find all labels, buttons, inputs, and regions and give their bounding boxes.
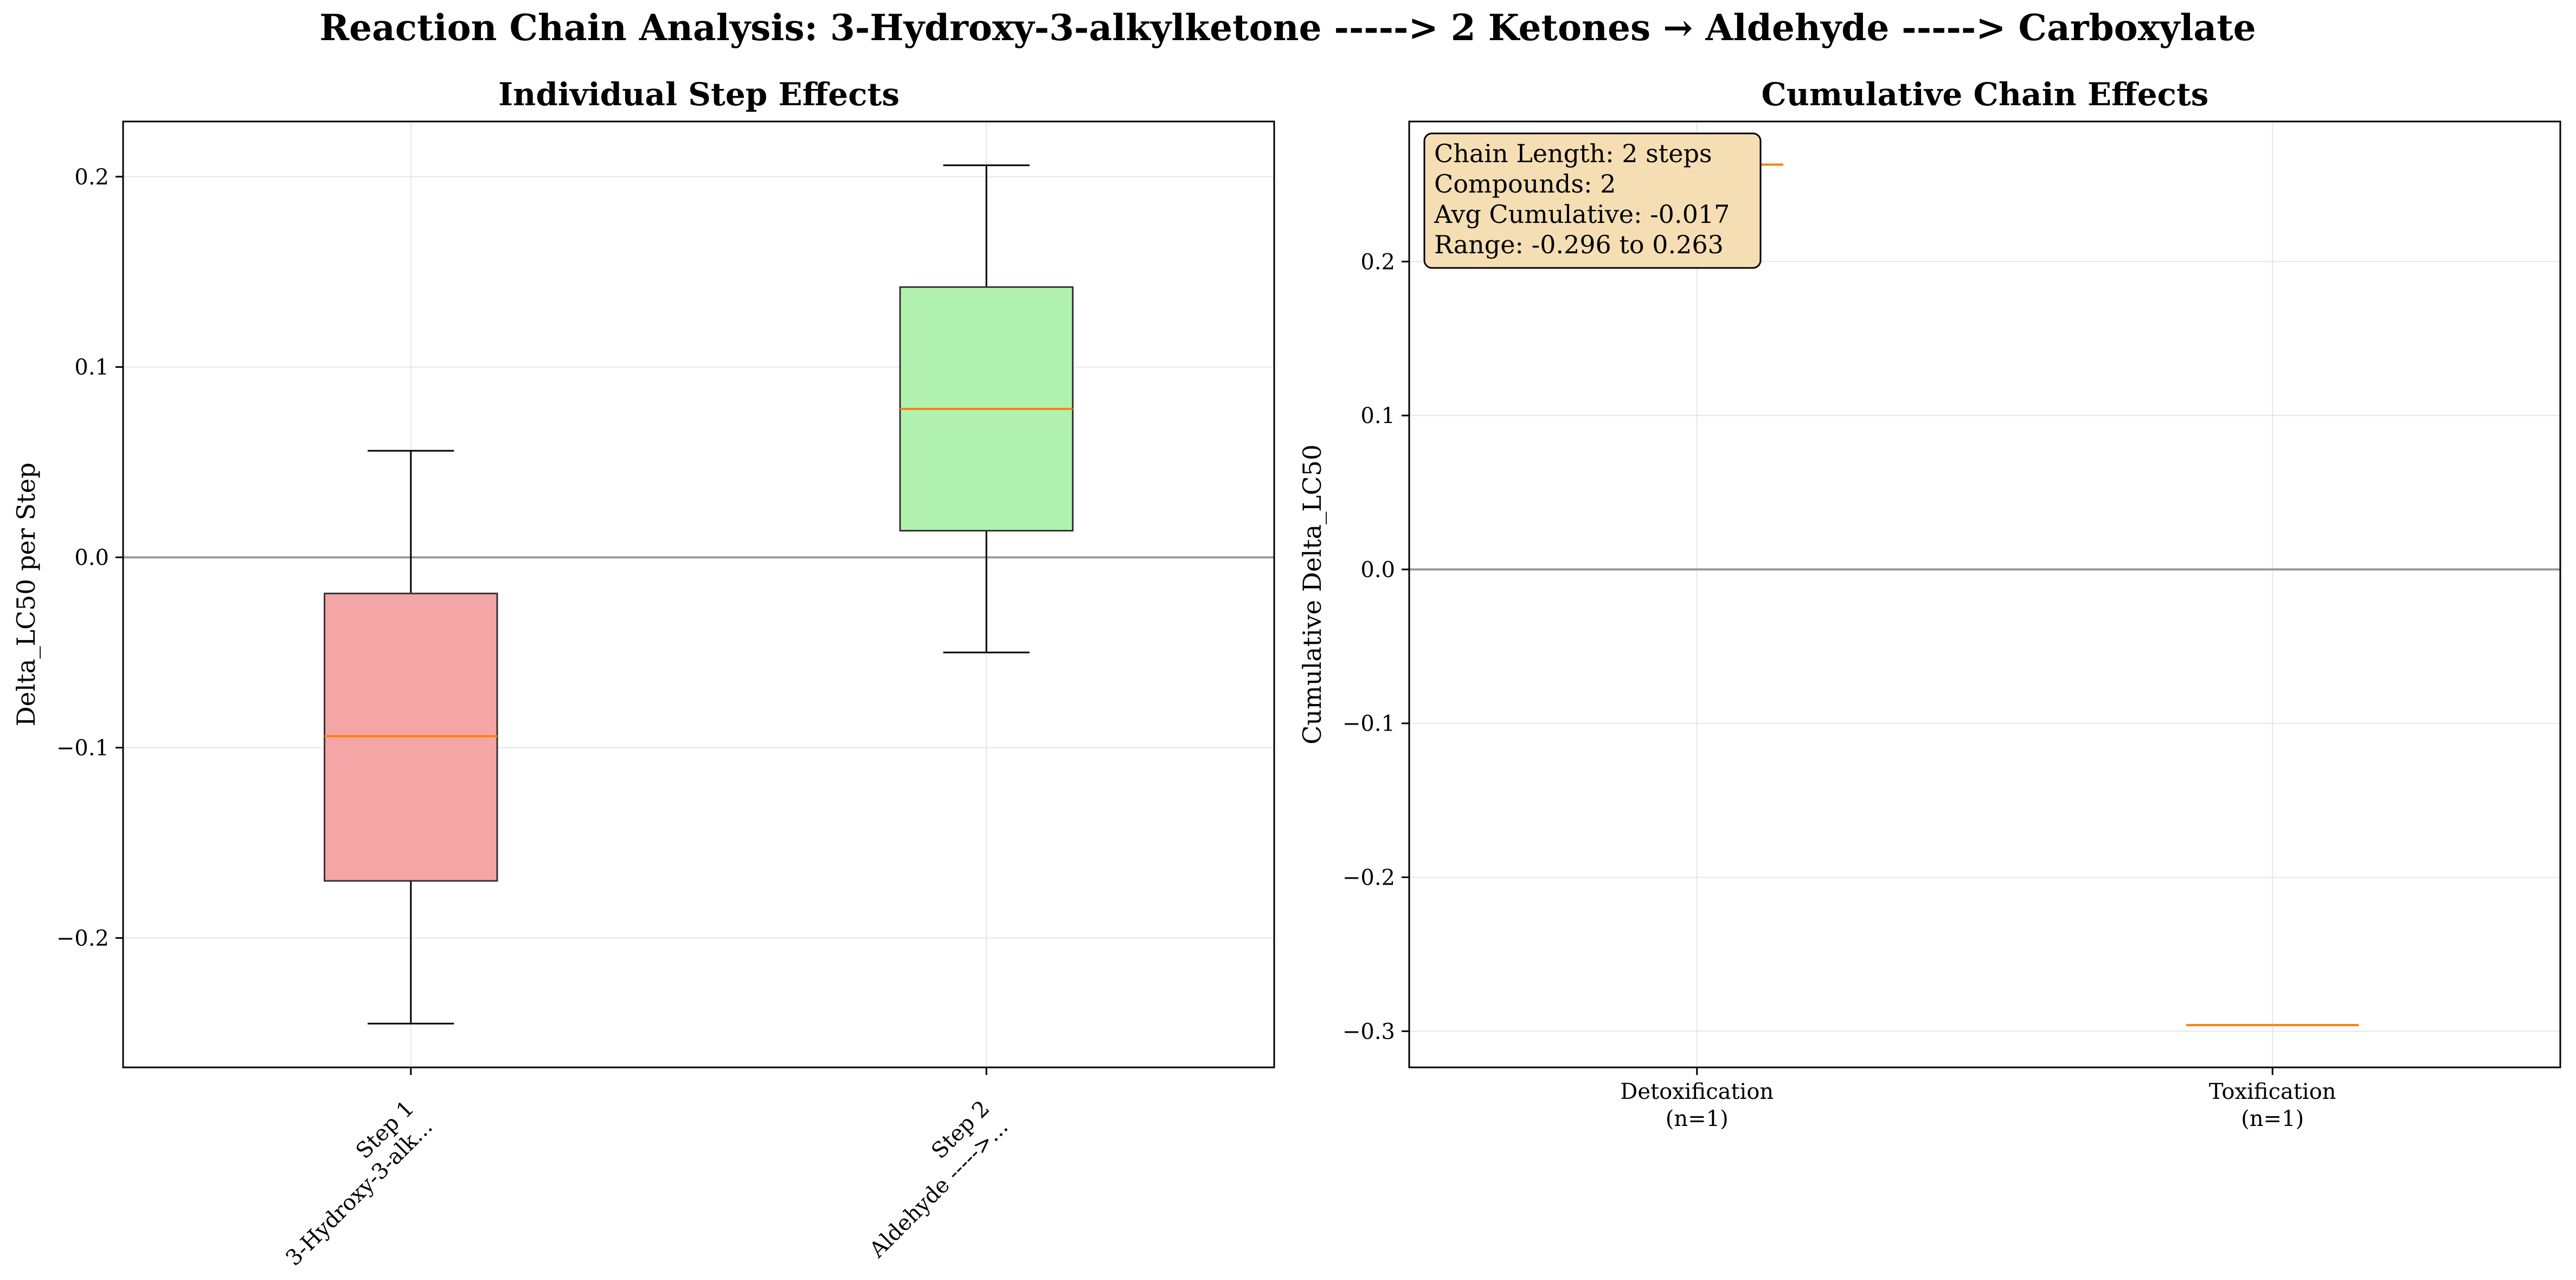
y-tick-label: 0.0 [1360, 558, 1395, 583]
panel-2-title: Cumulative Chain Effects [1762, 76, 2209, 113]
figure-title: Reaction Chain Analysis: 3-Hydroxy-3-alk… [319, 7, 2256, 49]
panel-cumulative-chain: Cumulative Chain Effects −0.3 −0.2 −0.1 0.0… [1297, 76, 2561, 1131]
panel-1-y-ticks: −0.2 −0.1 0.0 0.1 0.2 [56, 165, 123, 951]
stats-line-compounds: Compounds: 2 [1434, 169, 1616, 199]
x-tick-label: (n=1) [1666, 1106, 1729, 1131]
panel-2-frame [1408, 120, 2561, 1068]
y-tick-label: −0.2 [1342, 865, 1395, 890]
y-tick-label: 0.1 [74, 355, 109, 380]
panel-1-x-ticks: Step 13-Hydroxy-3-alk... Step 2Aldehyde -… [262, 1067, 1013, 1271]
panel-individual-steps: Individual Step Effects −0.2 −0.1 0.0 0.1 0.… [11, 76, 1275, 1271]
x-tick-label: Detoxification [1620, 1079, 1774, 1104]
stats-line-avg-cumulative: Avg Cumulative: -0.017 [1434, 200, 1730, 229]
y-tick-label: −0.2 [56, 926, 109, 951]
y-tick-label: 0.2 [1360, 249, 1395, 274]
stats-annotation-background [1423, 132, 1762, 269]
panel-2-y-ticks: −0.3 −0.2 −0.1 0.0 0.1 0.2 [1342, 249, 1409, 1044]
panel-1-grid [123, 121, 1274, 1067]
stats-line-range: Range: -0.296 to 0.263 [1434, 230, 1724, 259]
panel-2-marks [1409, 163, 2560, 1026]
x-tick-label: Step 13-Hydroxy-3-alk... [262, 1096, 437, 1271]
panel-1-ylabel: Delta_LC50 per Step [11, 463, 41, 727]
x-tick-label: Toxification [2209, 1079, 2336, 1104]
y-tick-label: −0.1 [56, 735, 109, 760]
x-tick-label: Step 2Aldehyde ----->... [846, 1096, 1013, 1263]
stats-line-chain-length: Chain Length: 2 steps [1434, 139, 1712, 168]
y-tick-label: −0.1 [1342, 712, 1395, 737]
panel-1-title: Individual Step Effects [498, 76, 900, 113]
y-tick-label: −0.3 [1342, 1019, 1395, 1044]
panel-2-x-ticks: Detoxification(n=1)Toxification(n=1) [1620, 1067, 2336, 1131]
panel-1-frame [122, 120, 1275, 1068]
panel-2-ylabel: Cumulative Delta_LC50 [1297, 444, 1327, 744]
y-tick-label: 0.2 [74, 165, 109, 190]
panel-1-marks [123, 164, 1274, 1025]
y-tick-label: 0.1 [1360, 404, 1395, 428]
x-tick-label: (n=1) [2241, 1106, 2304, 1131]
y-tick-label: 0.0 [74, 546, 109, 571]
stats-annotation-box: Chain Length: 2 steps Compounds: 2 Avg C… [1423, 132, 1762, 269]
